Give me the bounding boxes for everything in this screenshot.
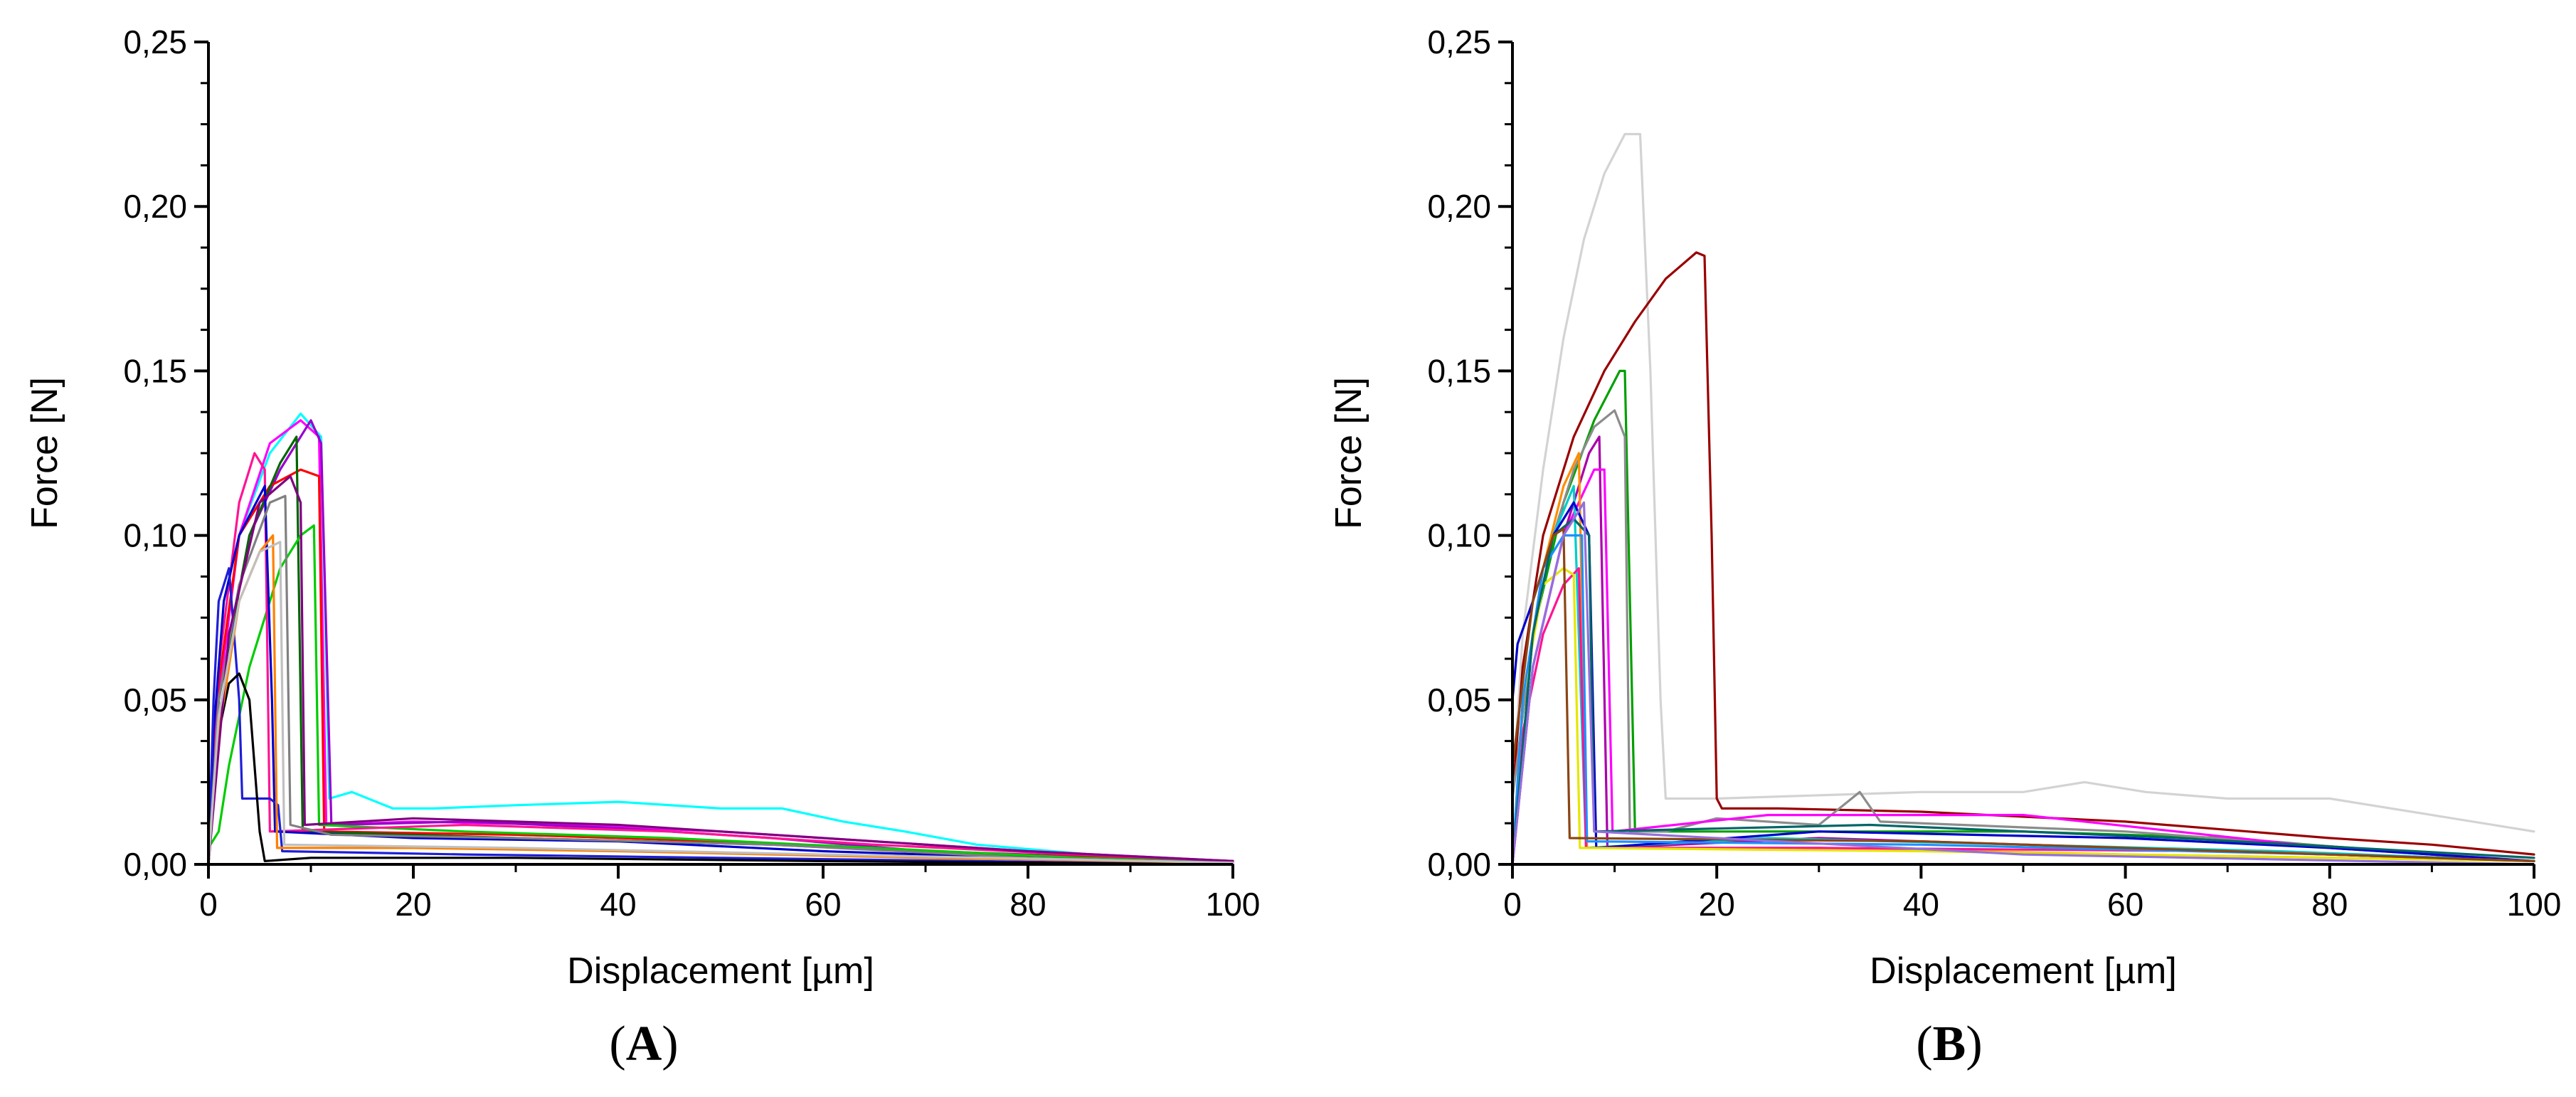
series-line-s1 [207,412,1234,866]
series-line-s10 [1511,567,2535,866]
series-group [1511,132,2535,866]
y-axis-title: Force [N] [24,377,65,529]
panel-label-letter: B [1933,1017,1966,1071]
series-line-s13 [1511,517,2535,866]
series-line-s9 [207,567,1234,866]
panel-a: 0,00 0,05 0,10 0,15 0,20 0,25 0 20 40 60 80 100 Disp… [24,23,1260,1071]
y-tick-label: 0,15 [123,352,187,389]
y-tick-label: 0,10 [123,517,187,554]
x-axis-title: Displacement [µm] [1870,950,2177,992]
panel-label-open: ( [1916,1017,1932,1071]
panel-label-close: ) [662,1017,678,1071]
x-tick-label: 100 [2507,886,2562,923]
series-line-s6 [207,524,1234,864]
y-tick-label: 0,00 [1427,846,1491,883]
y-tick-label: 0,00 [123,846,187,883]
panel-label-close: ) [1966,1017,1982,1071]
panel-label: (A) [609,1017,678,1071]
panel-label: (B) [1916,1017,1982,1071]
series-line-s11 [1511,567,2535,866]
y-tick-label: 0,20 [123,188,187,225]
x-tick-label: 40 [600,886,636,923]
series-line-s2 [207,419,1234,866]
x-tick-label: 20 [395,886,431,923]
series-group [207,412,1234,866]
x-tick-label: 80 [2311,886,2348,923]
y-tick-label: 0,10 [1427,517,1491,554]
panel-label-letter: A [626,1017,662,1071]
series-line-s15 [1511,501,2535,866]
y-tick-label: 0,25 [1427,23,1491,60]
series-line-s13 [207,475,1234,866]
x-tick-label: 0 [1503,886,1522,923]
series-line-s3 [207,419,1234,866]
series-line-s4 [207,468,1234,866]
series-line-s7 [1511,452,2535,866]
series-line-s2 [1511,251,2535,856]
x-tick-label: 60 [805,886,841,923]
series-line-s14 [207,541,1234,866]
series-line-s7 [207,452,1234,866]
y-tick-label: 0,05 [1427,682,1491,719]
panel-label-open: ( [609,1017,625,1071]
series-line-s1 [1511,132,2535,833]
x-tick-label: 60 [2107,886,2143,923]
x-tick-label: 100 [1206,886,1261,923]
series-line-s6 [1511,468,2535,866]
y-tick-label: 0,15 [1427,352,1491,389]
y-axis-title: Force [N] [1328,377,1369,529]
x-tick-label: 80 [1009,886,1046,923]
x-tick-label: 40 [1903,886,1939,923]
y-tick-label: 0,20 [1427,188,1491,225]
x-tick-label: 0 [199,886,218,923]
series-line-s5 [1511,435,2535,866]
panel-b: 0,00 0,05 0,10 0,15 0,20 0,25 0 20 40 60 80 100 Disp… [1328,23,2561,1071]
series-line-s14 [1511,527,2535,863]
y-tick-label: 0,25 [123,23,187,60]
x-axis-title: Displacement [µm] [567,950,874,992]
y-tick-label: 0,05 [123,682,187,719]
series-line-s10 [207,672,1234,866]
series-line-s8 [207,484,1234,866]
series-line-s5 [207,435,1234,866]
series-line-s11 [207,534,1234,866]
x-tick-label: 20 [1699,886,1735,923]
